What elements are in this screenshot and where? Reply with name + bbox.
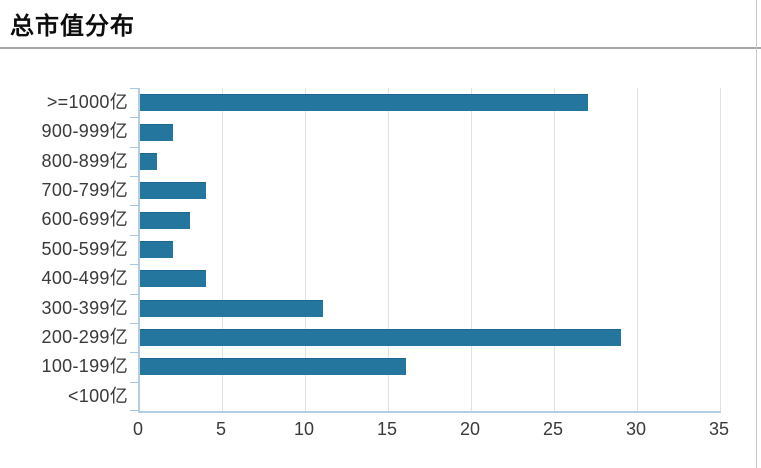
gridline-vertical xyxy=(222,88,223,411)
y-axis-label: 400-499亿 xyxy=(41,268,128,289)
y-axis-tick xyxy=(130,323,138,324)
x-axis-tick-label: 20 xyxy=(459,419,481,439)
bar[interactable] xyxy=(140,211,190,229)
y-axis-tick xyxy=(130,176,138,177)
x-axis-tick-label: 5 xyxy=(215,419,226,439)
gridline-vertical xyxy=(554,88,555,411)
gridline-vertical xyxy=(305,88,306,411)
gridline-vertical xyxy=(720,88,721,411)
bar[interactable] xyxy=(140,329,622,347)
y-axis-tick xyxy=(130,88,138,89)
y-axis-label: 300-399亿 xyxy=(41,297,128,318)
bar[interactable] xyxy=(140,94,589,112)
y-axis-tick xyxy=(130,352,138,353)
x-axis-tick-label: 0 xyxy=(132,419,143,439)
y-axis-tick xyxy=(130,205,138,206)
chart-title: 总市值分布 xyxy=(10,13,135,40)
y-axis-tick xyxy=(130,294,138,295)
y-axis-tick xyxy=(130,410,138,411)
y-axis-tick xyxy=(130,147,138,148)
bar[interactable] xyxy=(140,152,157,170)
y-axis-label: >=1000亿 xyxy=(46,92,128,112)
y-axis-label: 500-599亿 xyxy=(41,238,128,259)
bar[interactable] xyxy=(140,299,323,317)
gridline-vertical xyxy=(471,88,472,411)
chart-header: 总市值分布 xyxy=(0,0,761,49)
y-axis-label: 900-999亿 xyxy=(41,121,128,142)
bar[interactable] xyxy=(140,123,174,141)
x-axis-tick-label: 10 xyxy=(293,419,315,439)
y-axis-tick xyxy=(130,117,138,118)
bar[interactable] xyxy=(140,241,174,258)
x-axis-tick-label: 15 xyxy=(376,419,398,439)
x-axis-tick-label: 35 xyxy=(708,419,730,439)
bar[interactable] xyxy=(140,182,207,200)
bar[interactable] xyxy=(140,358,406,376)
panel-right-border xyxy=(756,0,757,468)
gridline-vertical xyxy=(388,88,389,411)
plot-area[interactable] xyxy=(130,88,721,413)
gridline-vertical xyxy=(637,88,638,411)
y-axis-label: 200-299亿 xyxy=(41,326,128,347)
x-axis-tick-label: 25 xyxy=(542,419,564,439)
x-axis-tick-label: 30 xyxy=(625,419,647,439)
y-axis-label: 800-899亿 xyxy=(41,150,128,171)
y-axis-label: <100亿 xyxy=(67,385,128,406)
y-axis-label: 700-799亿 xyxy=(41,180,128,201)
y-axis-tick xyxy=(130,382,138,383)
y-axis-tick xyxy=(130,235,138,236)
y-axis-label: 100-199亿 xyxy=(41,356,128,377)
bar[interactable] xyxy=(140,270,207,288)
y-axis-tick xyxy=(130,264,138,265)
y-axis-label: 600-699亿 xyxy=(41,209,128,230)
